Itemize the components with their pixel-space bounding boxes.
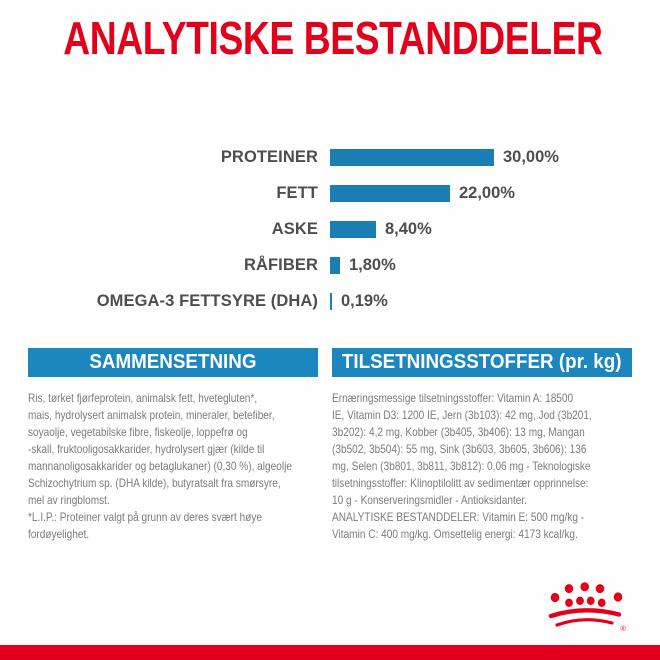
additives-list: Ernæringsmessige tilsetningsstoffer: Vit…: [332, 391, 592, 507]
chart-value-label: 0,19%: [341, 291, 388, 310]
composition-header: SAMMENSETNING: [28, 348, 318, 377]
chart-bar: [330, 148, 494, 166]
chart-category-label: FETT: [276, 183, 318, 202]
additives-header: TILSETNINGSSTOFFER (pr. kg): [332, 348, 632, 377]
bar-chart: PROTEINER 30,00% FETT 22,00% ASKE 8,40% RÅFIBE…: [0, 148, 660, 310]
additives-section: TILSETNINGSSTOFFER (pr. kg) Ernæringsmes…: [332, 348, 632, 543]
crown-base-arc-lower: [555, 618, 614, 627]
composition-body: Ris, tørket fjørfeprotein, animalsk fett…: [28, 390, 292, 543]
chart-value-label: 30,00%: [503, 147, 559, 166]
composition-ingredients: Ris, tørket fjørfeprotein, animalsk fett…: [28, 391, 292, 507]
chart-bar: [330, 184, 450, 202]
chart-category-label: PROTEINER: [220, 147, 318, 166]
chart-value-label: 8,40%: [385, 219, 432, 238]
chart-row: PROTEINER 30,00%: [0, 148, 660, 166]
chart-row: OMEGA-3 FETTSYRE (DHA) 0,19%: [0, 292, 660, 310]
chart-row: FETT 22,00%: [0, 184, 660, 202]
analytical-constituents-note: ANALYTISKE BESTANDDELER: Vitamin E: 500 …: [332, 510, 585, 541]
chart-bar: [330, 292, 332, 310]
text-columns: SAMMENSETNING Ris, tørket fjørfeprotein,…: [28, 348, 632, 543]
footer-red-bar: [0, 645, 660, 660]
chart-bar: [330, 256, 340, 274]
chart-bar: [330, 220, 376, 238]
chart-row: RÅFIBER 1,80%: [0, 256, 660, 274]
chart-category-label: OMEGA-3 FETTSYRE (DHA): [96, 291, 318, 310]
chart-value-label: 1,80%: [349, 255, 396, 274]
composition-section: SAMMENSETNING Ris, tørket fjørfeprotein,…: [28, 348, 318, 543]
composition-footnote: *L.I.P.: Proteiner valgt på grunn av der…: [28, 510, 263, 541]
additives-body: Ernæringsmessige tilsetningsstoffer: Vit…: [332, 390, 592, 543]
chart-row: ASKE 8,40%: [0, 220, 660, 238]
chart-category-label: ASKE: [271, 219, 318, 238]
chart-category-label: RÅFIBER: [243, 255, 318, 274]
registered-trademark-symbol: ®: [621, 625, 627, 633]
page-title: ANALYTISKE BESTANDDELER: [63, 12, 603, 64]
crown-base-arc-upper: [548, 608, 622, 619]
chart-value-label: 22,00%: [459, 183, 515, 202]
royal-canin-crown-logo: ®: [548, 582, 627, 633]
